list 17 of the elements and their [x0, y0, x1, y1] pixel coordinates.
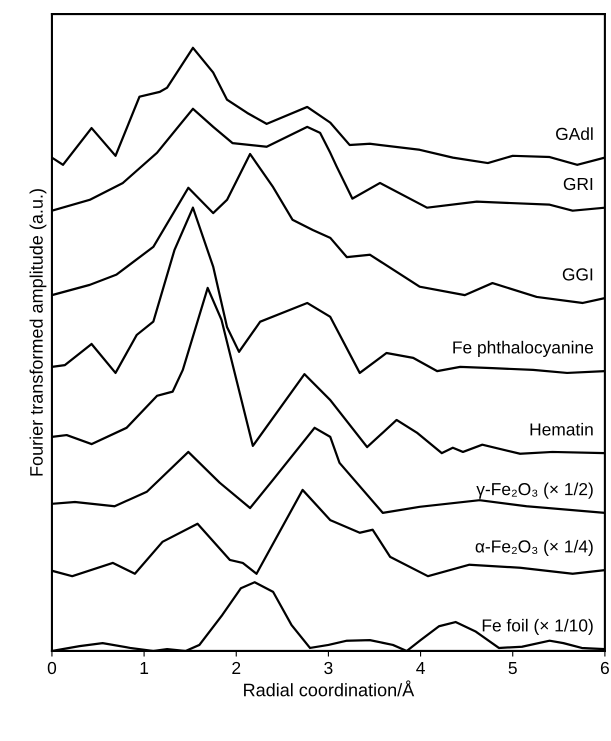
series-label: α-Fe₂O₃ (× 1/4) [476, 540, 593, 556]
x-tick-label: 4 [416, 662, 425, 674]
x-tick-label: 2 [232, 662, 240, 674]
x-tick-label: 1 [140, 662, 148, 674]
series-label: Fe phthalocyanine [453, 340, 594, 357]
series-label: Hematin [530, 422, 593, 436]
series-label: GAdl [556, 127, 593, 140]
series-label: GGI [562, 268, 592, 281]
series-label: Fe foil (× 1/10) [482, 618, 593, 636]
series-label: GRI [564, 178, 592, 190]
x-tick-label: 3 [324, 662, 332, 674]
x-tick-label: 6 [600, 662, 609, 674]
x-tick-label: 5 [508, 662, 517, 674]
x-axis-title: Radial coordination/Å [244, 680, 414, 696]
y-axis-title: Fourier transformed amplitude (a.u.) [30, 189, 46, 476]
series-label: γ-Fe₂O₃ (× 1/2) [476, 482, 593, 499]
x-tick-label: 0 [48, 662, 56, 674]
